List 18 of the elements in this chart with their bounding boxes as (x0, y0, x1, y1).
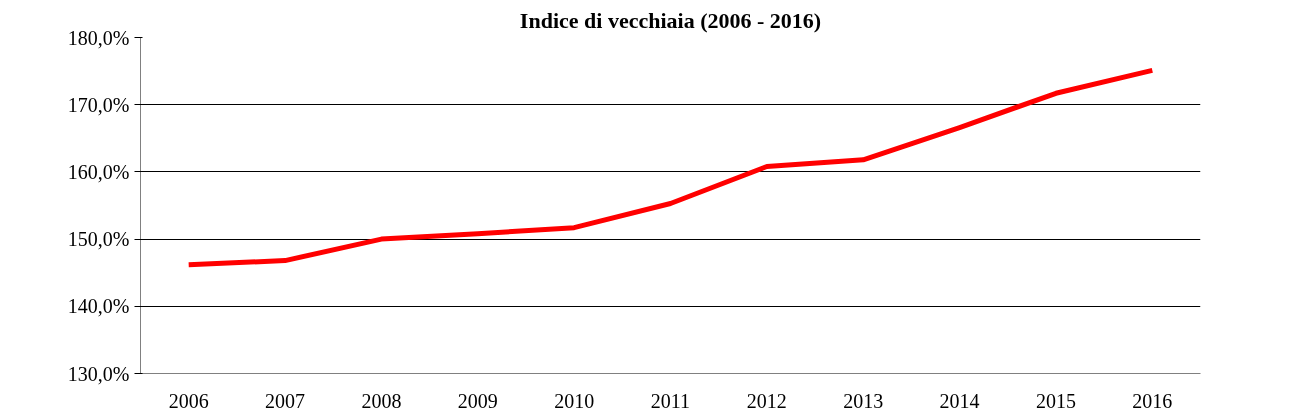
x-tick-label: 2009 (457, 389, 498, 412)
x-tick-label: 2016 (1132, 389, 1173, 412)
y-tick-label: 150,0% (67, 228, 130, 251)
chart-title: Indice di vecchiaia (2006 - 2016) (519, 7, 822, 33)
x-tick-label: 2013 (843, 389, 884, 412)
x-tick-label: 2011 (650, 389, 691, 412)
x-tick-label: 2008 (361, 389, 402, 412)
y-tick-label: 130,0% (67, 362, 130, 385)
x-tick-label: 2007 (265, 389, 306, 412)
x-tick-label: 2012 (746, 389, 787, 412)
y-tick-label: 180,0% (67, 26, 130, 49)
x-tick-label: 2006 (168, 389, 209, 412)
y-tick-label: 170,0% (67, 93, 130, 116)
x-tick-label: 2015 (1035, 389, 1076, 412)
y-tick-label: 160,0% (67, 160, 130, 183)
y-tick-label: 140,0% (67, 295, 130, 318)
x-tick-label: 2014 (939, 389, 980, 412)
x-tick-label: 2010 (554, 389, 595, 412)
